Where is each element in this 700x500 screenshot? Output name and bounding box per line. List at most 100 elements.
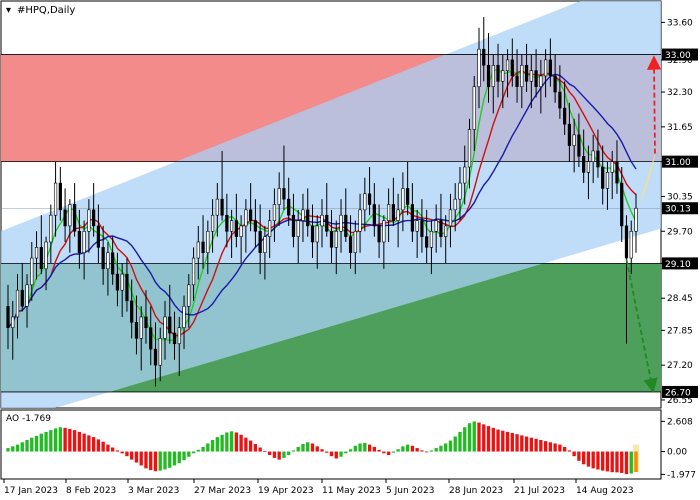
candle	[39, 247, 43, 270]
candle	[567, 123, 572, 146]
candle	[406, 188, 410, 205]
candle	[539, 75, 543, 87]
ao-bar	[358, 443, 362, 452]
ao-bar	[501, 430, 505, 452]
ao-bar	[577, 451, 581, 461]
price-tag-label: 26.70	[665, 388, 691, 398]
ao-bar	[177, 451, 181, 464]
ao-bar	[458, 431, 462, 452]
ao-bar	[624, 451, 629, 475]
candle	[268, 220, 272, 237]
ao-bar	[520, 435, 524, 452]
ao-bar	[182, 451, 186, 461]
candle	[448, 209, 453, 227]
candle	[201, 241, 205, 253]
candle	[187, 284, 191, 307]
ao-bar	[282, 451, 286, 458]
candle	[434, 220, 438, 232]
forecast-down-arrow	[625, 259, 658, 393]
forecast-area	[638, 142, 659, 207]
ao-bar	[263, 450, 267, 452]
candle	[68, 204, 72, 227]
candle	[72, 204, 77, 232]
price-tick-label: 31.65	[667, 123, 693, 133]
candle	[144, 316, 148, 328]
ao-bar	[111, 447, 115, 452]
candle	[125, 273, 129, 302]
ao-bar	[63, 427, 67, 452]
candle	[225, 214, 229, 232]
candle	[524, 64, 529, 82]
candle	[296, 220, 300, 237]
ao-bar	[467, 423, 472, 452]
ao-bar	[296, 446, 300, 452]
ao-bar	[572, 451, 576, 457]
candle	[120, 273, 124, 291]
ao-bar	[629, 451, 633, 474]
candle	[82, 230, 86, 253]
candle	[367, 193, 372, 205]
candle	[163, 316, 167, 339]
candle	[301, 209, 305, 221]
ao-bar	[44, 431, 48, 452]
candle	[634, 207, 638, 232]
ao-bar	[534, 438, 538, 452]
ao-bar	[339, 451, 343, 457]
candle	[263, 236, 267, 253]
candle	[277, 188, 281, 205]
candle	[206, 230, 210, 253]
candle	[220, 198, 224, 216]
candle	[386, 204, 391, 221]
ao-bar	[329, 451, 334, 457]
candle	[249, 209, 253, 221]
ao-bar	[391, 451, 396, 453]
candle	[49, 214, 53, 243]
x-tick-label: 8 Feb 2023	[66, 486, 116, 496]
candle	[363, 193, 367, 211]
candle	[425, 236, 429, 248]
ao-bar	[367, 444, 372, 452]
ao-bar	[396, 449, 400, 452]
ao-bar	[510, 433, 514, 452]
candle	[496, 64, 500, 82]
ao-bar	[220, 434, 224, 452]
ao-tick-label: 2.608	[667, 417, 693, 427]
candle	[377, 225, 381, 243]
ao-bar	[586, 451, 591, 467]
ao-bar	[472, 421, 476, 452]
candle	[58, 182, 62, 211]
ao-bar	[410, 445, 415, 452]
ao-bar	[163, 451, 167, 470]
ao-bar	[434, 448, 438, 452]
x-tick-label: 27 Mar 2023	[194, 486, 251, 496]
price-tag-label: 30.13	[665, 205, 691, 215]
candle	[20, 289, 24, 307]
candle	[620, 182, 624, 227]
candle	[601, 166, 605, 189]
candle	[34, 247, 39, 259]
price-tick-label: 33.60	[667, 18, 693, 28]
ao-bar	[68, 428, 72, 452]
chart-title-arrow-icon: ▾	[6, 5, 11, 16]
ao-bar	[486, 426, 491, 452]
price-tag-box	[662, 48, 698, 61]
candle	[111, 252, 115, 275]
ao-bar	[144, 451, 148, 469]
ao-bar	[539, 439, 543, 452]
ao-bar	[477, 422, 481, 452]
candle	[458, 182, 462, 200]
candle	[182, 305, 186, 328]
ao-bar	[206, 443, 210, 452]
ao-bar	[101, 441, 105, 452]
ao-bar	[372, 446, 376, 452]
ao-bar	[382, 451, 386, 454]
ao-bar	[524, 436, 529, 452]
ao-bar	[310, 443, 315, 452]
ao-bar	[258, 447, 262, 452]
price-tick-label: 32.30	[667, 88, 693, 98]
ao-bar	[496, 429, 500, 452]
ao-bar	[34, 435, 39, 452]
candle	[529, 70, 533, 82]
ao-bar	[39, 433, 43, 452]
candle	[258, 230, 262, 253]
